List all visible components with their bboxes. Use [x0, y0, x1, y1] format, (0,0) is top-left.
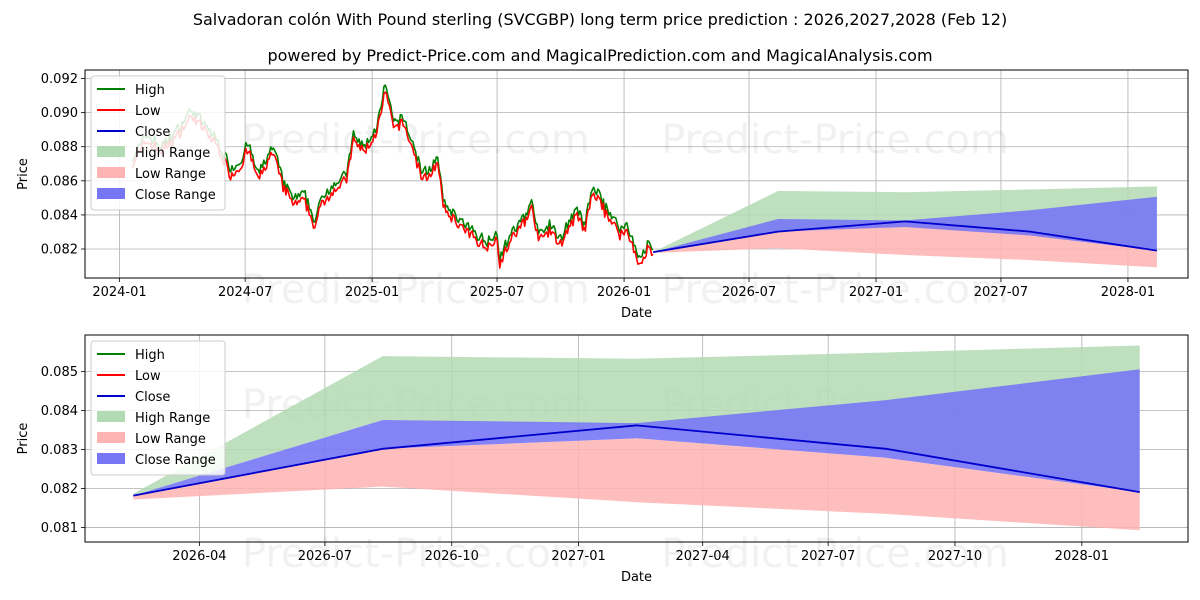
x-tick-label: 2026-10: [425, 549, 479, 564]
x-tick-label: 2026-01: [597, 285, 651, 300]
chart-subtitle: powered by Predict-Price.com and Magical…: [267, 46, 933, 65]
x-tick-label: 2027-07: [801, 549, 855, 564]
low-range-area: [133, 438, 1140, 531]
watermark: Predict-Price.com: [661, 531, 1009, 577]
plot-frame: [84, 69, 1189, 279]
watermark: Predict-Price.com: [242, 531, 590, 577]
y-tick-label: 0.092: [41, 72, 78, 87]
y-tick-label: 0.085: [41, 365, 78, 380]
y-axis-label: Price: [16, 158, 31, 190]
y-tick-label: 0.090: [41, 106, 78, 121]
x-tick-label: 2024-01: [92, 285, 146, 300]
y-tick-label: 0.082: [41, 482, 78, 497]
x-tick-label: 2027-10: [928, 549, 982, 564]
close-line: [652, 220, 1158, 253]
legend-label: Low: [135, 369, 161, 384]
legend-label: Close Range: [135, 188, 216, 203]
chart-panel-2: 2026-04 2026-07 2026-10 2027-01 2027-04 2027-…: [16, 334, 1189, 585]
legend-label: High: [135, 83, 165, 98]
watermark: Predict-Price.com: [661, 117, 1009, 163]
watermark: Predict-Price.com: [242, 267, 590, 313]
legend-label: Close Range: [135, 453, 216, 468]
legend-label: High Range: [135, 411, 210, 426]
watermark: Predict-Price.com: [661, 267, 1009, 313]
legend-label: Low Range: [135, 432, 206, 447]
x-tick-label: 2028-01: [1101, 285, 1155, 300]
y-tick-label: 0.084: [41, 404, 78, 419]
legend-label: Low: [135, 104, 161, 119]
legend-label: Close: [135, 390, 170, 405]
legend-patch-low-range: [97, 432, 125, 443]
legend-patch-low-range: [97, 167, 125, 178]
high-range-area: [133, 345, 1140, 496]
high-range-area: [653, 186, 1157, 253]
x-tick-label: 2026-07: [298, 549, 352, 564]
chart-title: Salvadoran colón With Pound sterling (SV…: [192, 10, 1008, 29]
x-tick-label: 2024-07: [218, 285, 272, 300]
close-line: [133, 424, 1140, 497]
y-tick-label: 0.081: [41, 521, 78, 536]
x-tick-label: 2026-04: [172, 549, 226, 564]
plot-frame: [84, 334, 1189, 543]
chart-panel-1: 2024-01 2024-07 2025-01 2025-07 2026-01 2026-…: [16, 69, 1189, 321]
x-axis-label: Date: [621, 570, 652, 585]
legend-label: Low Range: [135, 167, 206, 182]
legend-patch-close-range: [97, 188, 125, 199]
y-tick-label: 0.083: [41, 443, 78, 458]
x-tick-label: 2025-07: [470, 285, 524, 300]
legend-label: Close: [135, 125, 170, 140]
y-tick-label: 0.084: [41, 208, 78, 223]
x-axis-label: Date: [621, 306, 652, 321]
y-axis-label: Price: [16, 423, 31, 455]
legend-patch-high-range: [97, 146, 125, 157]
x-tick-label: 2026-07: [722, 285, 776, 300]
close-range-area: [133, 369, 1140, 496]
x-tick-label: 2027-04: [676, 549, 730, 564]
x-tick-label: 2027-01: [551, 549, 605, 564]
x-tick-label: 2028-01: [1055, 549, 1109, 564]
y-tick-label: 0.086: [41, 174, 78, 189]
close-range-area: [653, 196, 1157, 253]
x-tick-label: 2027-01: [849, 285, 903, 300]
x-tick-label: 2027-07: [974, 285, 1028, 300]
legend-label: High: [135, 348, 165, 363]
y-tick-label: 0.088: [41, 140, 78, 155]
legend-label: High Range: [135, 146, 210, 161]
legend-patch-high-range: [97, 411, 125, 422]
legend-patch-close-range: [97, 453, 125, 464]
y-tick-label: 0.082: [41, 243, 78, 258]
x-tick-label: 2025-01: [345, 285, 399, 300]
